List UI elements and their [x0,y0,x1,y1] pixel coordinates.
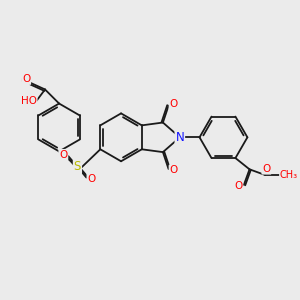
Text: O: O [234,181,242,191]
Text: O: O [169,99,178,109]
Text: O: O [262,164,271,174]
Text: O: O [20,76,28,86]
Text: HO: HO [19,96,35,106]
Text: O: O [22,74,30,84]
Text: O: O [87,174,96,184]
Text: O: O [169,165,178,176]
Text: S: S [74,160,81,173]
Text: CH₃: CH₃ [280,170,298,180]
Text: HO: HO [21,96,37,106]
Text: N: N [176,131,184,144]
Text: O: O [59,150,68,160]
